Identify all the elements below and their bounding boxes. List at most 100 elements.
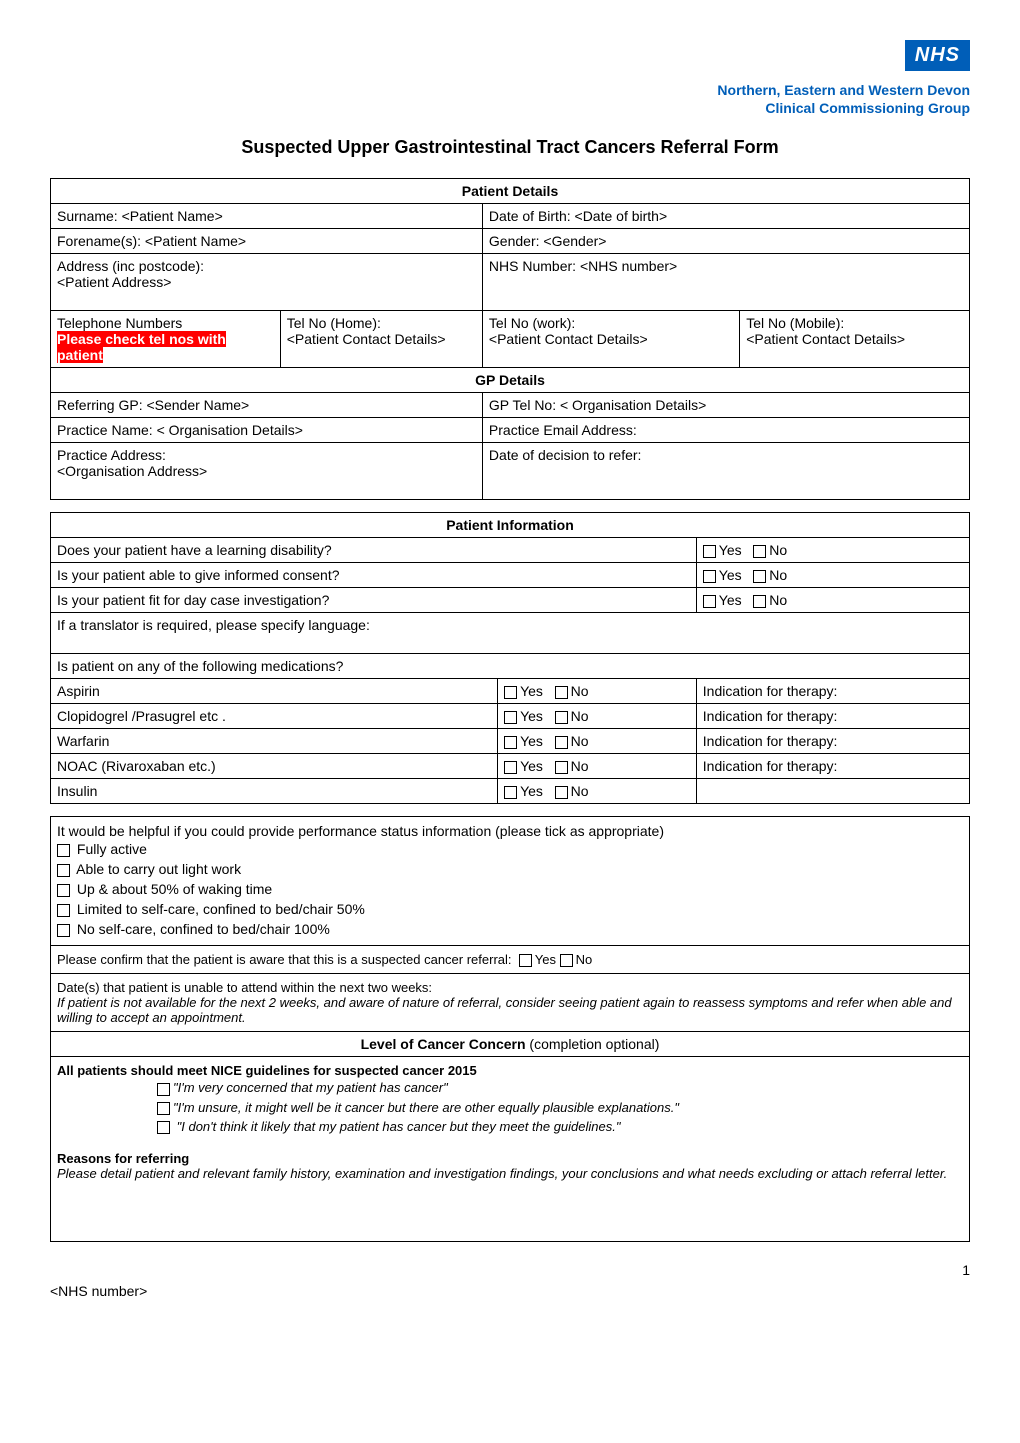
page-number: 1 — [50, 1262, 970, 1278]
clopidogrel-label: Clopidogrel /Prasugrel etc . — [51, 704, 498, 729]
gender-cell: Gender: <Gender> — [482, 229, 969, 254]
forename-cell: Forename(s): <Patient Name> — [51, 229, 483, 254]
yes-label: Yes — [520, 683, 543, 699]
concern-opt1-row: "I'm very concerned that my patient has … — [57, 1078, 963, 1097]
learning-disability-q: Does your patient have a learning disabi… — [51, 538, 697, 563]
surname-cell: Surname: <Patient Name> — [51, 204, 483, 229]
learning-disability-yn: Yes No — [696, 538, 969, 563]
noac-yes-checkbox[interactable] — [504, 761, 517, 774]
tel-mobile-cell: Tel No (Mobile): <Patient Contact Detail… — [740, 311, 970, 368]
patient-details-table: Patient Details Surname: <Patient Name> … — [50, 178, 970, 500]
aspirin-yn: Yes No — [498, 679, 697, 704]
perf-opt1: Fully active — [77, 841, 147, 857]
patient-info-table: Patient Information Does your patient ha… — [50, 512, 970, 804]
tel-mobile-label: Tel No (Mobile): — [746, 315, 844, 331]
org-line2: Clinical Commissioning Group — [765, 100, 970, 116]
daycase-q: Is your patient fit for day case investi… — [51, 588, 697, 613]
perf-intro: It would be helpful if you could provide… — [57, 823, 963, 839]
concern-header-rest: (completion optional) — [526, 1036, 660, 1052]
warfarin-yn: Yes No — [498, 729, 697, 754]
aware-yes-checkbox[interactable] — [519, 954, 532, 967]
aware-no: No — [576, 952, 593, 967]
perf-opt4-row: Limited to self-care, confined to bed/ch… — [57, 899, 963, 919]
aspirin-yes-checkbox[interactable] — [504, 686, 517, 699]
gp-tel-cell: GP Tel No: < Organisation Details> — [482, 393, 969, 418]
concern-opt2: "I'm unsure, it might well be it cancer … — [173, 1100, 679, 1115]
awareness-section: Please confirm that the patient is aware… — [50, 946, 970, 974]
concern-opt3-checkbox[interactable] — [157, 1121, 170, 1134]
no-label: No — [571, 758, 589, 774]
clopidogrel-indication: Indication for therapy: — [696, 704, 969, 729]
aspirin-label: Aspirin — [51, 679, 498, 704]
performance-status-section: It would be helpful if you could provide… — [50, 816, 970, 946]
perf-opt2-row: Able to carry out light work — [57, 859, 963, 879]
reasons-label: Reasons for referring — [57, 1151, 189, 1166]
perf-opt2: Able to carry out light work — [76, 861, 241, 877]
daycase-yes-checkbox[interactable] — [703, 595, 716, 608]
dates-unable-label: Date(s) that patient is unable to attend… — [57, 980, 432, 995]
perf-opt4-checkbox[interactable] — [57, 904, 70, 917]
warfarin-yes-checkbox[interactable] — [504, 736, 517, 749]
aspirin-no-checkbox[interactable] — [555, 686, 568, 699]
consent-yes-checkbox[interactable] — [703, 570, 716, 583]
perf-opt5-checkbox[interactable] — [57, 924, 70, 937]
perf-opt5-row: No self-care, confined to bed/chair 100% — [57, 919, 963, 939]
address-cell: Address (inc postcode): <Patient Address… — [51, 254, 483, 311]
no-label: No — [571, 733, 589, 749]
dates-unable-section: Date(s) that patient is unable to attend… — [50, 974, 970, 1032]
consent-no-checkbox[interactable] — [753, 570, 766, 583]
tel-home-cell: Tel No (Home): <Patient Contact Details> — [280, 311, 482, 368]
decision-date-cell: Date of decision to refer: — [482, 443, 969, 500]
perf-opt3-checkbox[interactable] — [57, 884, 70, 897]
yes-label: Yes — [719, 592, 742, 608]
aware-yes: Yes — [535, 952, 556, 967]
practice-address-label: Practice Address: — [57, 447, 166, 463]
no-label: No — [769, 567, 787, 583]
practice-address-cell: Practice Address: <Organisation Address> — [51, 443, 483, 500]
org-line1: Northern, Eastern and Western Devon — [717, 82, 970, 98]
no-label: No — [571, 708, 589, 724]
patient-info-header: Patient Information — [51, 513, 970, 538]
perf-opt3-row: Up & about 50% of waking time — [57, 879, 963, 899]
address-label: Address (inc postcode): — [57, 258, 204, 274]
concern-opt3-row: "I don't think it likely that my patient… — [57, 1117, 963, 1136]
no-label: No — [769, 542, 787, 558]
perf-opt1-row: Fully active — [57, 839, 963, 859]
concern-opt2-checkbox[interactable] — [157, 1102, 170, 1115]
insulin-blank — [696, 779, 969, 804]
no-label: No — [571, 783, 589, 799]
insulin-yn: Yes No — [498, 779, 697, 804]
dob-cell: Date of Birth: <Date of birth> — [482, 204, 969, 229]
aware-no-checkbox[interactable] — [560, 954, 573, 967]
awareness-text: Please confirm that the patient is aware… — [57, 952, 512, 967]
referring-gp-cell: Referring GP: <Sender Name> — [51, 393, 483, 418]
warfarin-label: Warfarin — [51, 729, 498, 754]
daycase-no-checkbox[interactable] — [753, 595, 766, 608]
insulin-no-checkbox[interactable] — [555, 786, 568, 799]
concern-section: All patients should meet NICE guidelines… — [50, 1057, 970, 1241]
practice-name-cell: Practice Name: < Organisation Details> — [51, 418, 483, 443]
perf-opt1-checkbox[interactable] — [57, 844, 70, 857]
nhs-logo: NHS — [905, 40, 970, 71]
warfarin-no-checkbox[interactable] — [555, 736, 568, 749]
address-value: <Patient Address> — [57, 274, 171, 290]
noac-indication: Indication for therapy: — [696, 754, 969, 779]
clopidogrel-no-checkbox[interactable] — [555, 711, 568, 724]
clopidogrel-yes-checkbox[interactable] — [504, 711, 517, 724]
translator-label: If a translator is required, please spec… — [57, 617, 370, 633]
perf-opt3: Up & about 50% of waking time — [77, 881, 272, 897]
noac-label: NOAC (Rivaroxaban etc.) — [51, 754, 498, 779]
yes-label: Yes — [520, 733, 543, 749]
perf-opt2-checkbox[interactable] — [57, 864, 70, 877]
ld-no-checkbox[interactable] — [753, 545, 766, 558]
insulin-label: Insulin — [51, 779, 498, 804]
ld-yes-checkbox[interactable] — [703, 545, 716, 558]
tel-label-cell: Telephone Numbers Please check tel nos w… — [51, 311, 281, 368]
no-label: No — [769, 592, 787, 608]
insulin-yes-checkbox[interactable] — [504, 786, 517, 799]
reasons-note: Please detail patient and relevant famil… — [57, 1166, 947, 1181]
practice-email-cell: Practice Email Address: — [482, 418, 969, 443]
concern-opt1-checkbox[interactable] — [157, 1083, 170, 1096]
org-name: Northern, Eastern and Western Devon Clin… — [50, 81, 970, 117]
noac-no-checkbox[interactable] — [555, 761, 568, 774]
